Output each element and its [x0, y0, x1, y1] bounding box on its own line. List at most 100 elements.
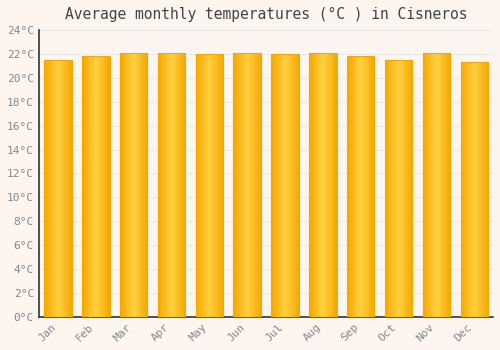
Bar: [108, 56, 110, 317]
Bar: [348, 56, 349, 317]
Bar: [181, 53, 182, 317]
Bar: [239, 53, 240, 317]
Bar: [256, 53, 257, 317]
Bar: [424, 53, 425, 317]
Bar: [356, 56, 358, 317]
Bar: [294, 54, 296, 317]
Bar: [48, 60, 49, 317]
Bar: [289, 54, 290, 317]
Bar: [204, 54, 206, 317]
Bar: [132, 53, 134, 317]
Bar: [196, 54, 197, 317]
Bar: [64, 60, 65, 317]
Bar: [325, 53, 326, 317]
Bar: [70, 60, 72, 317]
Bar: [102, 56, 103, 317]
Bar: [120, 53, 147, 317]
Bar: [90, 56, 91, 317]
Bar: [428, 53, 430, 317]
Bar: [282, 54, 283, 317]
Bar: [252, 53, 254, 317]
Bar: [474, 62, 475, 317]
Bar: [243, 53, 244, 317]
Bar: [248, 53, 250, 317]
Bar: [90, 56, 92, 317]
Bar: [368, 56, 369, 317]
Bar: [329, 53, 330, 317]
Bar: [136, 53, 138, 317]
Bar: [169, 53, 170, 317]
Bar: [96, 56, 98, 317]
Bar: [327, 53, 328, 317]
Bar: [488, 62, 489, 317]
Bar: [145, 53, 146, 317]
Bar: [318, 53, 319, 317]
Bar: [128, 53, 130, 317]
Bar: [238, 53, 240, 317]
Bar: [350, 56, 352, 317]
Bar: [467, 62, 468, 317]
Bar: [471, 62, 472, 317]
Bar: [330, 53, 332, 317]
Bar: [468, 62, 469, 317]
Bar: [280, 54, 282, 317]
Bar: [122, 53, 123, 317]
Bar: [364, 56, 365, 317]
Bar: [390, 60, 392, 317]
Bar: [88, 56, 89, 317]
Bar: [246, 53, 248, 317]
Bar: [368, 56, 370, 317]
Bar: [272, 54, 274, 317]
Bar: [442, 53, 444, 317]
Bar: [180, 53, 182, 317]
Bar: [86, 56, 88, 317]
Bar: [469, 62, 470, 317]
Bar: [52, 60, 53, 317]
Bar: [422, 53, 450, 317]
Bar: [184, 53, 186, 317]
Bar: [251, 53, 252, 317]
Bar: [260, 53, 262, 317]
Bar: [162, 53, 164, 317]
Bar: [332, 53, 334, 317]
Bar: [219, 54, 220, 317]
Bar: [56, 60, 58, 317]
Bar: [483, 62, 484, 317]
Bar: [362, 56, 364, 317]
Bar: [276, 54, 277, 317]
Bar: [158, 53, 160, 317]
Bar: [361, 56, 362, 317]
Bar: [294, 54, 295, 317]
Bar: [478, 62, 480, 317]
Bar: [481, 62, 482, 317]
Bar: [122, 53, 124, 317]
Bar: [360, 56, 362, 317]
Bar: [63, 60, 64, 317]
Bar: [95, 56, 96, 317]
Bar: [160, 53, 161, 317]
Bar: [280, 54, 281, 317]
Bar: [392, 60, 394, 317]
Bar: [174, 53, 176, 317]
Bar: [313, 53, 314, 317]
Bar: [257, 53, 258, 317]
Bar: [431, 53, 432, 317]
Bar: [354, 56, 355, 317]
Bar: [50, 60, 52, 317]
Bar: [176, 53, 178, 317]
Bar: [278, 54, 280, 317]
Bar: [282, 54, 284, 317]
Bar: [158, 53, 185, 317]
Bar: [399, 60, 400, 317]
Bar: [129, 53, 130, 317]
Bar: [200, 54, 202, 317]
Bar: [318, 53, 320, 317]
Bar: [120, 53, 121, 317]
Bar: [466, 62, 468, 317]
Bar: [365, 56, 366, 317]
Bar: [476, 62, 477, 317]
Bar: [324, 53, 326, 317]
Bar: [146, 53, 148, 317]
Bar: [83, 56, 84, 317]
Bar: [394, 60, 396, 317]
